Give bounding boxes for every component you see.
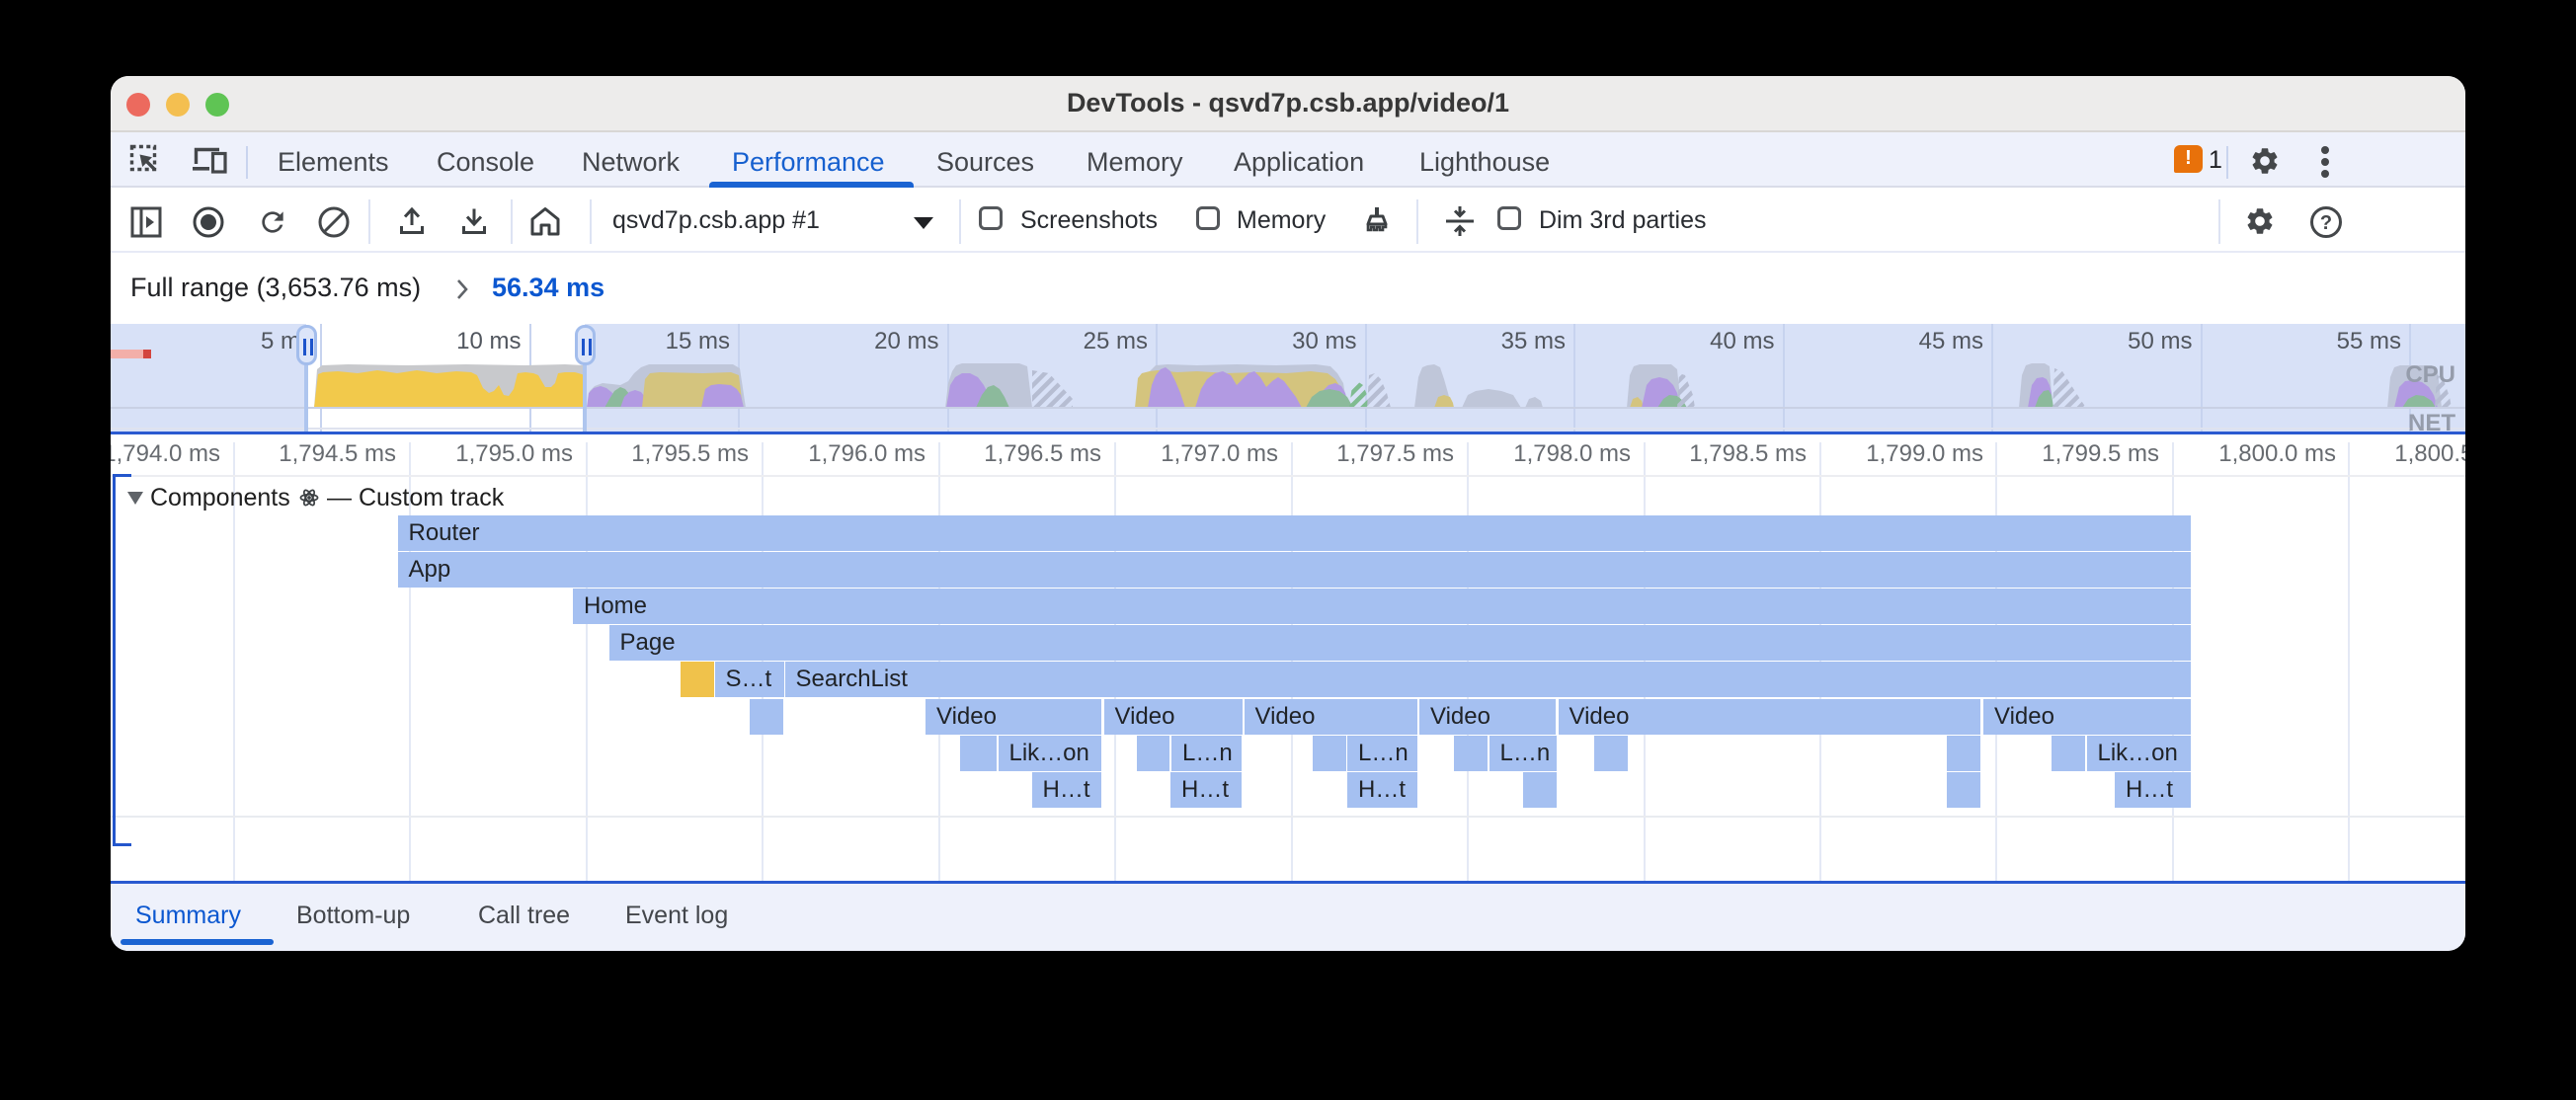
svg-text:?: ? — [2320, 212, 2332, 234]
